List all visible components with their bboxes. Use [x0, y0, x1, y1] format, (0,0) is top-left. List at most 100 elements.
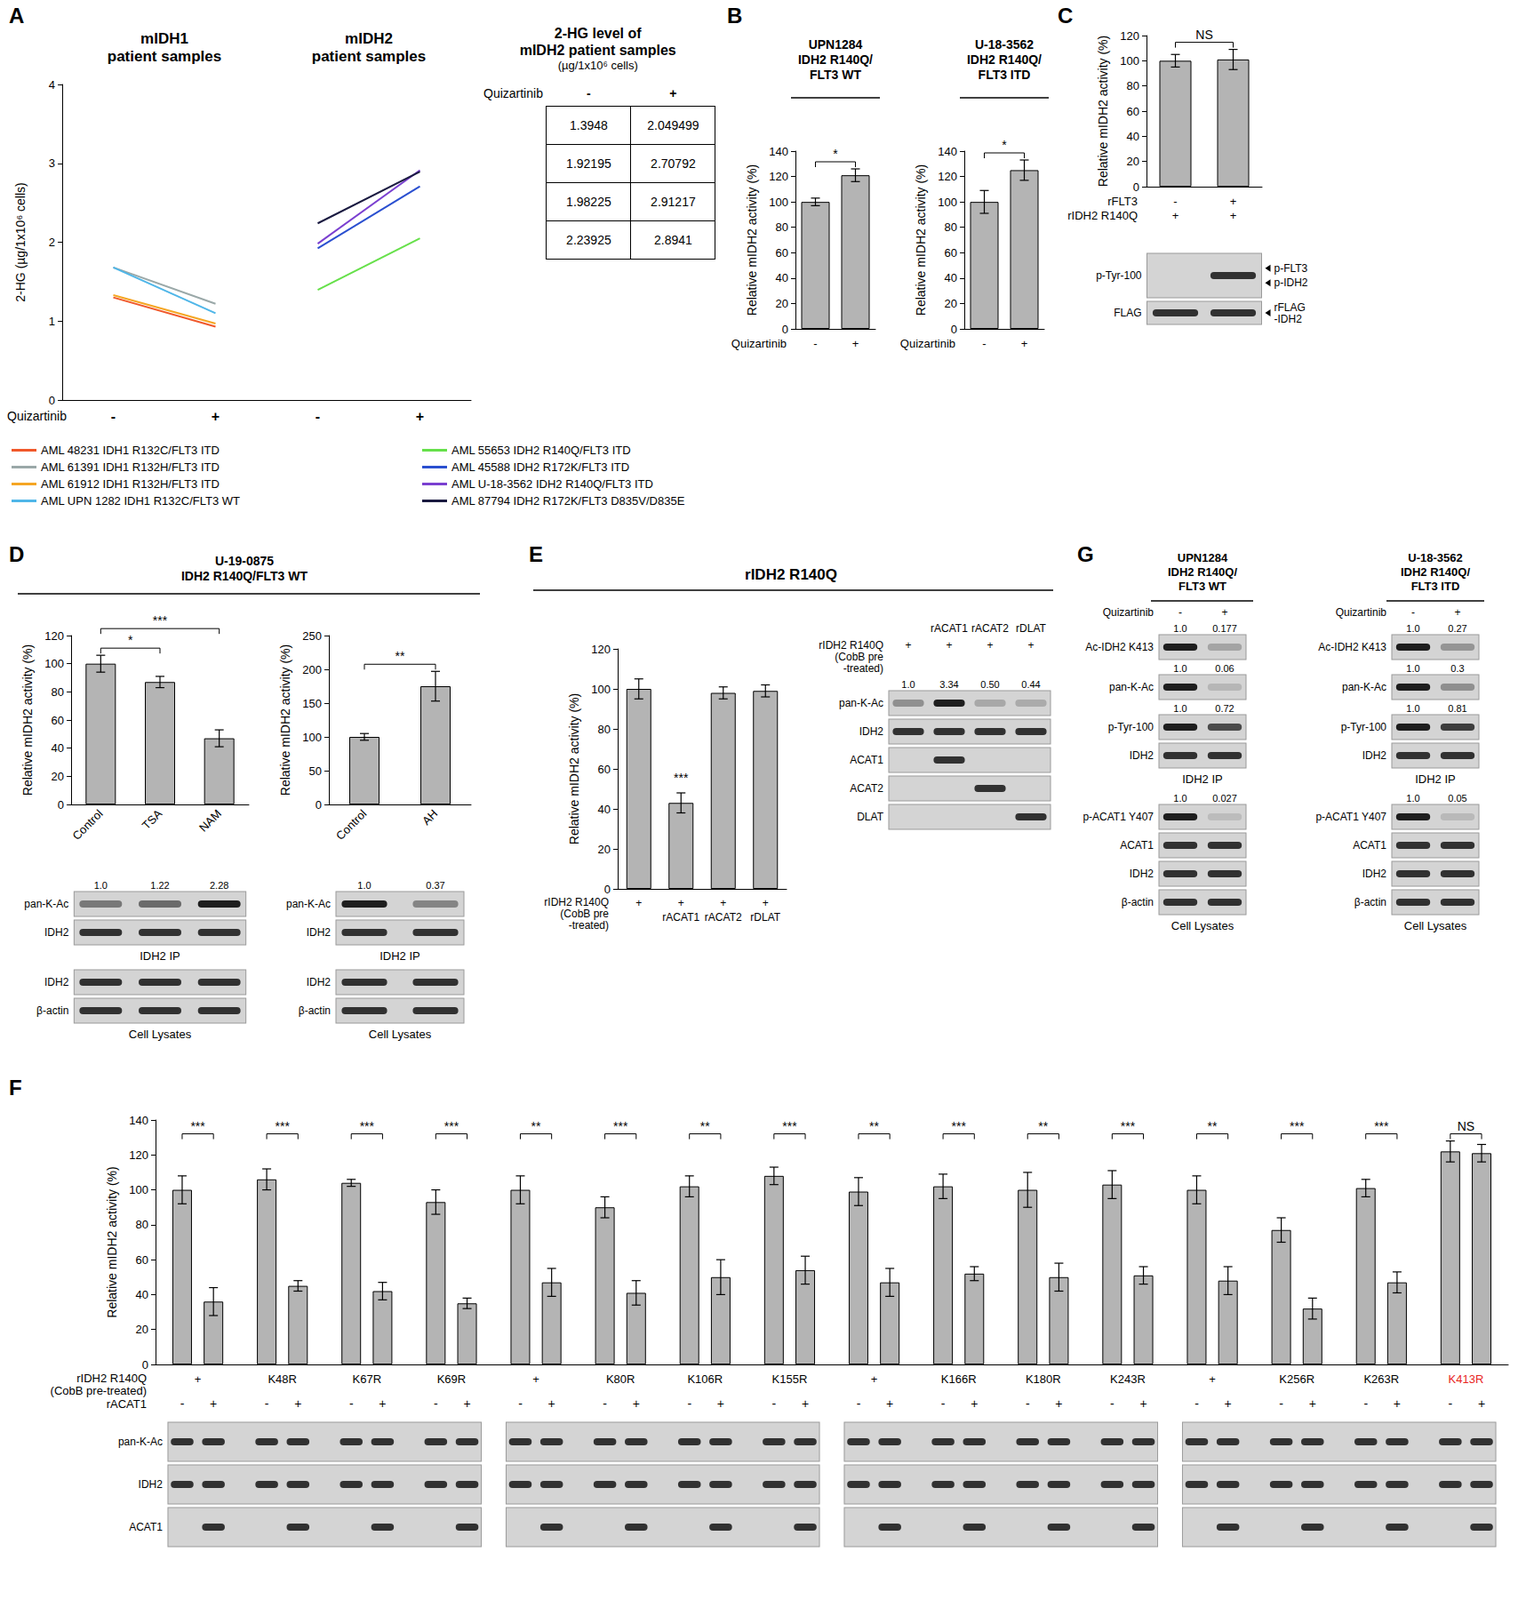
svg-text:-: - [1278, 1396, 1284, 1411]
svg-text:β-actin: β-actin [36, 1004, 69, 1017]
svg-text:100: 100 [768, 195, 789, 209]
svg-text:rDLAT: rDLAT [1015, 622, 1047, 635]
svg-text:ACAT2: ACAT2 [849, 782, 884, 795]
svg-text:AML 48231 IDH1 R132C/FLT3 ITD: AML 48231 IDH1 R132C/FLT3 ITD [40, 443, 220, 457]
svg-text:patient samples: patient samples [107, 47, 223, 65]
svg-text:Cell Lysates: Cell Lysates [1171, 918, 1235, 933]
svg-text:+: + [415, 408, 424, 424]
svg-text:B: B [727, 3, 743, 28]
svg-text:pan-K-Ac: pan-K-Ac [23, 897, 69, 911]
svg-text:ACAT1: ACAT1 [1119, 838, 1154, 852]
svg-text:UPN1284IDH2 R140Q/FLT3 WT: UPN1284IDH2 R140Q/FLT3 WT [798, 37, 873, 82]
svg-text:IDH2: IDH2 [1362, 749, 1388, 762]
svg-text:K413R: K413R [1448, 1372, 1485, 1386]
svg-text:-: - [982, 336, 986, 351]
svg-text:pan-K-Ac: pan-K-Ac [1109, 680, 1154, 694]
svg-text:ACAT1: ACAT1 [1352, 838, 1387, 852]
svg-text:-: - [1178, 606, 1183, 619]
svg-text:***: *** [152, 613, 168, 628]
svg-text:+: + [1054, 1396, 1063, 1411]
svg-text:0: 0 [782, 322, 789, 336]
svg-text:+: + [801, 1396, 809, 1411]
svg-text:3: 3 [48, 156, 56, 170]
svg-text:0.50: 0.50 [980, 679, 999, 690]
svg-text:mIDH1: mIDH1 [140, 30, 189, 48]
svg-text:**: ** [1038, 1118, 1048, 1134]
svg-text:+: + [378, 1396, 386, 1411]
svg-text:Relative mIDH2 activity (%): Relative mIDH2 activity (%) [913, 164, 928, 316]
svg-text:rDLAT: rDLAT [750, 910, 781, 924]
svg-text:K67R: K67R [352, 1372, 383, 1386]
svg-text:F: F [8, 1075, 23, 1100]
svg-text:-: - [111, 408, 116, 424]
svg-text:0: 0 [950, 322, 958, 336]
svg-text:***: *** [444, 1118, 460, 1134]
svg-text:0.44: 0.44 [1021, 679, 1040, 690]
svg-text:140: 140 [937, 144, 958, 159]
svg-text:K48R: K48R [267, 1372, 297, 1386]
svg-text:2-HG (µg/1x10⁶ cells): 2-HG (µg/1x10⁶ cells) [13, 182, 28, 302]
svg-text:AML U-18-3562 IDH2 R140Q/FLT3: AML U-18-3562 IDH2 R140Q/FLT3 ITD [451, 477, 654, 491]
svg-text:IDH2: IDH2 [859, 725, 885, 738]
svg-text:20: 20 [1126, 154, 1140, 168]
svg-text:rFLAG-IDH2: rFLAG-IDH2 [1274, 301, 1306, 326]
svg-text:pan-K-Ac: pan-K-Ac [1342, 680, 1387, 694]
svg-text:20: 20 [775, 296, 789, 311]
svg-text:(CobB pre-treated): (CobB pre-treated) [50, 1383, 147, 1398]
svg-text:3.34: 3.34 [939, 679, 959, 690]
svg-text:1.0: 1.0 [1173, 663, 1187, 674]
svg-text:80: 80 [944, 220, 958, 234]
svg-text:+: + [1139, 1396, 1147, 1411]
svg-text:0: 0 [142, 1358, 149, 1372]
svg-text:+: + [986, 639, 993, 652]
svg-text:1.0: 1.0 [1406, 663, 1420, 674]
svg-text:Ac-IDH2 K413: Ac-IDH2 K413 [1085, 640, 1154, 654]
svg-text:K263R: K263R [1363, 1372, 1399, 1386]
svg-text:+: + [970, 1396, 978, 1411]
svg-text:Quizartinib: Quizartinib [1335, 606, 1388, 619]
svg-text:p-ACAT1 Y407: p-ACAT1 Y407 [1082, 810, 1154, 823]
svg-text:**: ** [395, 648, 406, 664]
svg-text:60: 60 [51, 713, 64, 728]
svg-text:100: 100 [937, 195, 958, 209]
svg-text:+: + [532, 1372, 540, 1386]
svg-text:+: + [719, 896, 727, 910]
svg-text:1: 1 [48, 314, 56, 328]
svg-text:***: *** [190, 1118, 206, 1134]
svg-text:IDH2: IDH2 [44, 926, 70, 939]
svg-text:FLAG: FLAG [1113, 306, 1142, 320]
svg-text:+: + [678, 896, 685, 910]
svg-text:50: 50 [309, 764, 322, 778]
svg-text:β-actin: β-actin [1354, 895, 1387, 909]
svg-text:IDH2: IDH2 [306, 926, 332, 939]
svg-text:-: - [687, 1396, 692, 1411]
svg-text:AML 61912 IDH1 R132H/FLT3 ITD: AML 61912 IDH1 R132H/FLT3 ITD [40, 477, 220, 491]
svg-text:-: - [813, 336, 817, 351]
svg-text:120: 120 [1119, 29, 1140, 43]
svg-text:Ac-IDH2 K413: Ac-IDH2 K413 [1318, 640, 1387, 654]
svg-text:***: *** [1120, 1118, 1136, 1134]
svg-text:100: 100 [1119, 54, 1140, 68]
svg-text:-: - [856, 1396, 862, 1411]
svg-text:2.28: 2.28 [209, 879, 229, 891]
svg-text:β-actin: β-actin [298, 1004, 331, 1017]
svg-text:-: - [772, 1396, 777, 1411]
svg-text:ACAT1: ACAT1 [128, 1520, 163, 1534]
svg-text:1.0: 1.0 [901, 679, 915, 690]
svg-text:0: 0 [57, 798, 64, 812]
svg-text:***: *** [613, 1118, 629, 1134]
svg-text:-treated): -treated) [568, 918, 609, 932]
svg-text:2: 2 [48, 235, 56, 249]
svg-text:+: + [209, 1396, 217, 1411]
svg-text:IDH2: IDH2 [44, 975, 70, 989]
svg-text:p-Tyr-100: p-Tyr-100 [1095, 269, 1143, 282]
svg-text:*: * [127, 632, 134, 648]
svg-text:100: 100 [44, 656, 64, 671]
svg-text:0.37: 0.37 [425, 879, 445, 891]
svg-text:-: - [602, 1396, 608, 1411]
svg-text:IDH2: IDH2 [306, 975, 332, 989]
svg-text:+: + [548, 1396, 556, 1411]
svg-text:Relative mIDH2 activity (%): Relative mIDH2 activity (%) [1095, 35, 1111, 187]
svg-text:+: + [1478, 1396, 1486, 1411]
svg-text:NAM: NAM [196, 806, 224, 835]
